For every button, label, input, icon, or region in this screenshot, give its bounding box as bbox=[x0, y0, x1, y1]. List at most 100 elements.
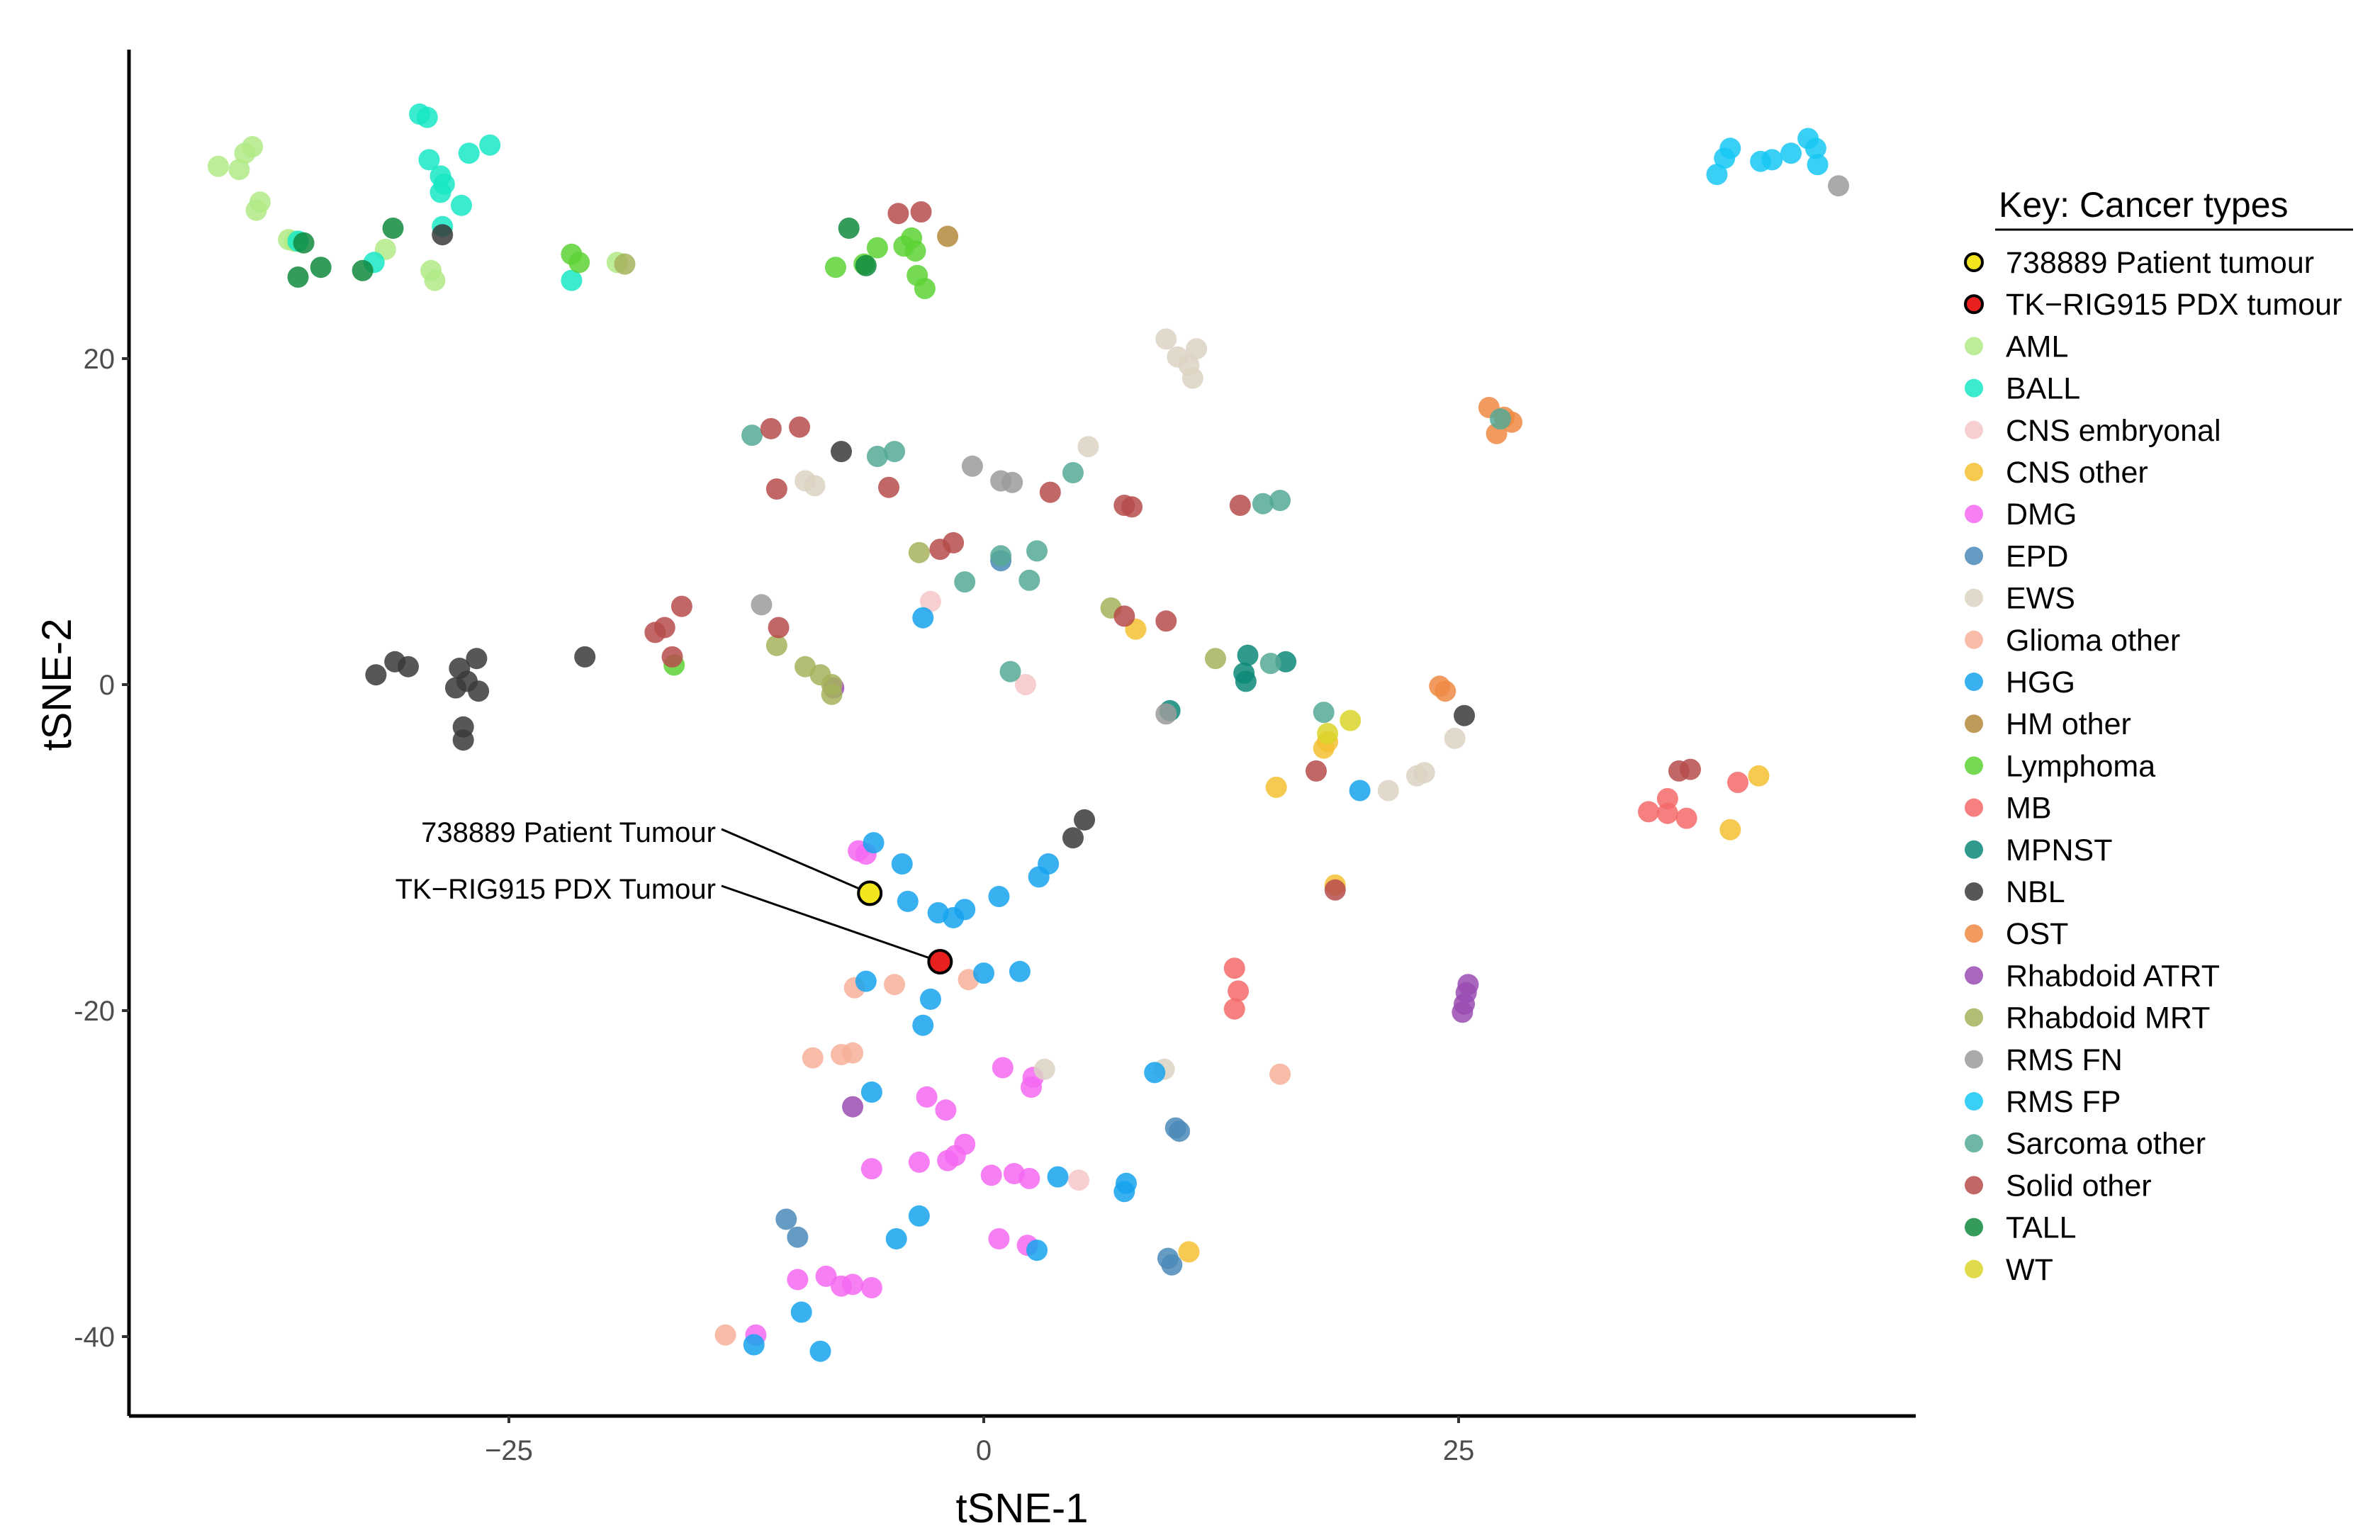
legend-label: TK−RIG915 PDX tumour bbox=[2006, 288, 2342, 322]
point-rms-fn bbox=[961, 455, 983, 477]
point-mb bbox=[1727, 772, 1748, 793]
point-hgg bbox=[855, 970, 877, 992]
point-dmg bbox=[992, 1057, 1014, 1079]
point-dmg bbox=[815, 1265, 837, 1287]
highlight-point-738889-patient-tumour bbox=[857, 880, 883, 906]
legend-label: Lymphoma bbox=[2006, 749, 2155, 783]
point-glioma-other bbox=[884, 974, 906, 996]
point-dmg bbox=[980, 1164, 1002, 1186]
y-tick-label: -20 bbox=[74, 996, 115, 1027]
point-rms-fp bbox=[1780, 142, 1802, 164]
point-hgg bbox=[954, 899, 976, 921]
y-axis-title: tSNE-2 bbox=[34, 619, 80, 751]
point-hgg bbox=[860, 1081, 882, 1103]
point-ews bbox=[1077, 436, 1099, 458]
legend-key-hm-other bbox=[1965, 714, 1983, 734]
legend-label: 738889 Patient tumour bbox=[2006, 246, 2314, 280]
point-sarcoma-other bbox=[954, 571, 976, 593]
point-hgg bbox=[973, 962, 994, 984]
point-ews bbox=[1444, 727, 1466, 749]
legend-key-aml bbox=[1965, 337, 1983, 356]
callout-line bbox=[721, 884, 941, 963]
point-aml bbox=[207, 155, 229, 177]
point-sarcoma-other bbox=[1026, 540, 1048, 562]
legend-label: HM other bbox=[2006, 707, 2131, 741]
point-glioma-other bbox=[802, 1047, 824, 1069]
point-nbl bbox=[1074, 809, 1096, 831]
point-solid-other bbox=[1155, 610, 1177, 632]
point-mb bbox=[1223, 998, 1245, 1020]
x-tick-label: 0 bbox=[976, 1435, 992, 1466]
legend-key-cns-other bbox=[1965, 463, 1983, 481]
point-cns-embryonal bbox=[1068, 1169, 1089, 1191]
point-ost bbox=[1435, 680, 1456, 702]
legend-key-cns-embryonal bbox=[1965, 420, 1983, 439]
point-lymphoma bbox=[914, 278, 936, 300]
point-hgg bbox=[912, 1014, 934, 1036]
point-tall bbox=[293, 232, 315, 254]
legend-label: RMS FP bbox=[2006, 1085, 2121, 1119]
point-glioma-other bbox=[842, 1042, 864, 1064]
point-ball bbox=[416, 106, 438, 128]
point-hgg bbox=[988, 886, 1010, 907]
point-dmg bbox=[860, 1277, 882, 1298]
point-ball bbox=[418, 149, 440, 171]
point-sarcoma-other bbox=[741, 425, 763, 446]
point-ews bbox=[1033, 1058, 1055, 1080]
point-ball bbox=[458, 142, 480, 164]
point-sarcoma-other bbox=[1252, 493, 1274, 515]
point-rms-fp bbox=[1706, 164, 1728, 186]
point-ball bbox=[479, 134, 501, 156]
point-rhabdoid-mrt bbox=[765, 634, 787, 656]
legend-key-rms-fn bbox=[1965, 1050, 1983, 1069]
legend-label: CNS embryonal bbox=[2006, 414, 2221, 448]
y-tick-label: 20 bbox=[84, 344, 116, 375]
point-ews bbox=[1155, 328, 1177, 350]
point-lymphoma bbox=[568, 252, 590, 274]
point-dmg bbox=[842, 1274, 864, 1295]
x-axis-title: tSNE-1 bbox=[956, 1485, 1089, 1531]
legend-key-ost bbox=[1965, 924, 1983, 943]
point-hgg bbox=[1038, 853, 1060, 875]
legend-label: HGG bbox=[2006, 665, 2075, 699]
point-glioma-other bbox=[1269, 1063, 1291, 1085]
point-tall bbox=[352, 259, 374, 281]
point-cns-embryonal bbox=[1014, 674, 1036, 695]
point-ews bbox=[1186, 338, 1208, 360]
point-sarcoma-other bbox=[1259, 653, 1281, 675]
legend-key-mb bbox=[1965, 798, 1983, 817]
point-tall bbox=[287, 266, 309, 288]
point-mb bbox=[1228, 980, 1250, 1002]
point-nbl bbox=[468, 680, 490, 702]
point-rhabdoid-atrt bbox=[1452, 1001, 1474, 1023]
point-mb bbox=[1638, 801, 1659, 823]
point-dmg bbox=[988, 1228, 1010, 1249]
point-solid-other bbox=[670, 595, 692, 617]
legend-key-tk-rig915-pdx-tumour bbox=[1964, 294, 1984, 315]
y-ticks: 20 0 -20 -40 bbox=[74, 344, 129, 1353]
point-sarcoma-other bbox=[884, 441, 906, 463]
point-rms-fp bbox=[1761, 149, 1783, 171]
x-tick-label: 25 bbox=[1443, 1435, 1475, 1466]
point-hgg bbox=[1349, 780, 1371, 802]
point-solid-other bbox=[1229, 495, 1251, 516]
point-rhabdoid-mrt bbox=[821, 674, 843, 695]
point-aml bbox=[228, 159, 250, 181]
point-ews bbox=[1181, 367, 1203, 389]
point-sarcoma-other bbox=[1269, 490, 1291, 512]
legend-key-rhabdoid-mrt bbox=[1965, 1008, 1983, 1027]
legend-key-wt bbox=[1965, 1259, 1983, 1278]
point-rms-fp bbox=[1719, 137, 1741, 159]
point-solid-other bbox=[1306, 760, 1327, 782]
point-mb bbox=[1656, 788, 1678, 809]
legend-label: EPD bbox=[2006, 539, 2068, 573]
legend-label: BALL bbox=[2006, 372, 2080, 406]
point-sarcoma-other bbox=[999, 661, 1021, 682]
point-solid-other bbox=[1679, 758, 1701, 780]
x-ticks: −25 0 25 bbox=[485, 1416, 1474, 1466]
point-hgg bbox=[1047, 1166, 1069, 1188]
legend-key-sarcoma-other bbox=[1965, 1134, 1983, 1153]
point-solid-other bbox=[765, 478, 787, 500]
point-dmg bbox=[787, 1269, 809, 1291]
